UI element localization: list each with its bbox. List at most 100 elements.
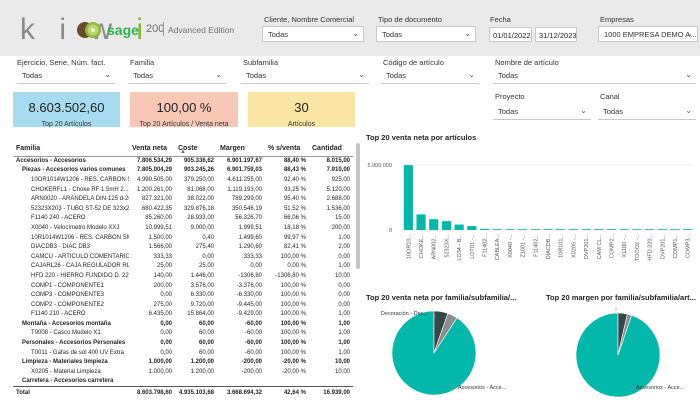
date-from-input[interactable]: 01/01/2022 [489, 27, 532, 42]
table-row[interactable]: Limpieza - Materiales limpieza 1.000,00 1.… [13, 357, 353, 367]
table-row[interactable]: F1140 210 - ACERO 6.435,00 15.864,00 -9.429… [13, 310, 353, 320]
filter-empresas-dropdown[interactable]: 1000 EMPRESA DEMO A... ⌄ [598, 26, 698, 42]
filter-tipo-dropdown[interactable]: Todas ⌄ [376, 26, 476, 42]
cell-cantidad: 1.536,00 [326, 205, 350, 212]
table-scrollbar[interactable] [356, 143, 360, 269]
table-row[interactable]: 10R1014W1206 - RES. CARBON SM... 1.500,00… [13, 233, 353, 243]
cell-venta-neta: 1.200.261,00 [136, 186, 172, 193]
bar[interactable] [543, 229, 553, 230]
table-row[interactable]: 52323X203 - TUBO ST-52 DE 323x2... 680.42… [13, 204, 353, 214]
filter-nombre-dropdown[interactable]: Todas ⌄ [493, 68, 696, 84]
filter-cliente-dropdown[interactable]: Todas ⌄ [262, 26, 364, 42]
cell-venta-neta: 85.260,00 [145, 215, 172, 222]
bar[interactable] [429, 219, 439, 230]
cell-coste [175, 377, 217, 387]
table-row[interactable]: CAJARL26 - CAJA REGULADOR RL26 25,00 25,00… [13, 262, 353, 272]
cell-familia: CAMCU - ARTICULO COMENTARIO ... [31, 253, 129, 260]
col-header-pct-venta[interactable]: % s/venta [265, 141, 309, 157]
table-row[interactable]: HFD 220 - HIERRO FUNDIDO D. 220... 140,00… [13, 271, 353, 281]
table-row[interactable]: Piezas - Accesorios varios comunes 7.805.… [13, 166, 353, 176]
cell-cantidad: 0,00 [338, 282, 350, 289]
table-row[interactable]: T0008 - Casco Modelo X1 0,00 60,00 -60,00 10… [13, 329, 353, 339]
col-header-cantidad[interactable]: Cantidad [309, 141, 353, 157]
table-row[interactable]: F1140 240 - ACERO 85.260,00 28.933,00 56.32… [13, 214, 353, 224]
pie-slice[interactable] [617, 313, 632, 356]
bar[interactable] [683, 229, 693, 230]
cell-venta-neta: 1.000,00 [148, 368, 172, 375]
bar[interactable] [454, 224, 464, 230]
table-row[interactable]: X0205 - Material Limpieza 1.000,00 1.200,0… [13, 367, 353, 377]
table-row[interactable]: X0040 - Velocímetro Modelo XXJ 10.999,51 9… [13, 223, 353, 233]
table-row[interactable]: COMP3 - COMPONENTE3 0,00 6.330,00 -6.330,00… [13, 290, 353, 300]
bar[interactable] [556, 229, 566, 230]
bar[interactable] [530, 229, 540, 230]
x-tick-label: X1100 -... [622, 234, 628, 258]
filter-ejercicio-dropdown[interactable]: Todas ⌄ [17, 68, 115, 84]
table-row[interactable]: Personales - Accesorios Personales 0,00 60… [13, 338, 353, 348]
bar[interactable] [505, 229, 515, 230]
cell-pct-venta: 88,43 % [283, 167, 306, 174]
bar[interactable] [581, 229, 591, 230]
kpi-label: Top 20 Artículos [41, 121, 92, 128]
sage-logo: sage [107, 22, 139, 38]
cell-cantidad: 1,00 [338, 330, 350, 337]
cell-margen: 1.290,60 [238, 244, 262, 251]
table-row[interactable]: 10OR1014W1206 - RES. CARBON S... 4.990.50… [13, 175, 353, 185]
bar[interactable] [606, 229, 617, 230]
table-row[interactable]: CAMCU - ARTICULO COMENTARIO ... 333,33 0,0… [13, 252, 353, 262]
table-row[interactable]: Montaña - Accesorios montaña 0,00 60,00 -60… [13, 319, 353, 329]
cell-coste: 60,00 [198, 320, 214, 327]
table-row[interactable]: DIACDB3 - DIAC DB3 1.566,00 275,40 1.290,60… [13, 242, 353, 252]
cell-margen: -60,00 [244, 330, 262, 337]
bar[interactable] [644, 229, 655, 230]
table-row[interactable]: COMP1 - COMPONENTE1 200,00 3.576,00 -3.376,… [13, 281, 353, 291]
cell-coste: 38.022,00 [187, 196, 214, 203]
cell-familia: 10OR1014W1206 - RES. CARBON S... [31, 176, 129, 183]
chevron-down-icon: ⌄ [468, 70, 475, 79]
bar[interactable] [403, 165, 413, 230]
table-row[interactable]: T0011 - Gafas de sol 400 UV Extra 0,00 60,… [13, 348, 353, 358]
cell-familia: Montaña - Accesorios montaña [22, 320, 111, 327]
table-row[interactable]: ARN0020 - ARANDELA DIN-125 d-20 827.321,0… [13, 194, 353, 204]
table-row[interactable]: Accesorios - Accesorios 7.806.534,29 905.3… [13, 156, 353, 166]
col-header-coste[interactable]: Coste [175, 141, 217, 157]
bar[interactable] [619, 229, 629, 230]
cell-venta-neta: 0,00 [160, 330, 172, 337]
cell-pct-venta: -20,00 % [281, 368, 306, 375]
logo-divider [163, 22, 164, 36]
col-header-margen[interactable]: Margen [217, 141, 265, 157]
bar[interactable] [416, 214, 426, 230]
bar[interactable] [657, 229, 667, 230]
filter-canal-dropdown[interactable]: Todas ⌄ [598, 104, 696, 120]
bar[interactable] [518, 229, 528, 230]
chevron-down-icon: ⌄ [685, 106, 692, 115]
filter-codigo-dropdown[interactable]: Todas ⌄ [381, 68, 479, 84]
kpi-label: Artículos [287, 121, 316, 128]
cell-familia: DIACDB3 - DIAC DB3 [31, 244, 91, 251]
table-row[interactable]: Carretera - Accesorios carretera [13, 377, 353, 387]
cell-venta-neta: 0,00 [160, 349, 172, 356]
bar[interactable] [594, 229, 604, 230]
cell-margen: 333,33 [243, 253, 262, 260]
cell-coste: 379.250,00 [183, 176, 214, 183]
col-header-familia[interactable]: Familia [13, 141, 129, 157]
bar[interactable] [467, 226, 477, 230]
bar[interactable] [492, 229, 502, 230]
cell-cantidad: 200,00 [331, 224, 350, 231]
cell-margen: -9.445,00 [236, 301, 262, 308]
table-row[interactable]: COMP2 - COMPONENTE2 275,00 9.720,00 -9.445,… [13, 300, 353, 310]
pie-slice[interactable] [433, 312, 458, 354]
sort-caret-icon: ▲ [180, 149, 186, 155]
filter-familia-dropdown[interactable]: Todas ⌄ [128, 68, 226, 84]
date-to-input[interactable]: 31/12/2023 [535, 27, 577, 42]
bar[interactable] [632, 229, 642, 230]
cell-coste: 9.720,00 [190, 301, 214, 308]
table-row[interactable]: CHOKERFL1 - Choke RF 1.5mH 2... 1.200.261… [13, 185, 353, 195]
filter-subfamilia-dropdown[interactable]: Todas ⌄ [241, 68, 369, 84]
col-header-venta-neta[interactable]: Venta neta [129, 141, 175, 157]
bar[interactable] [670, 229, 680, 230]
bar[interactable] [441, 221, 452, 230]
bar[interactable] [479, 228, 490, 230]
bar[interactable] [568, 229, 578, 230]
filter-proyecto-dropdown[interactable]: Todas ⌄ [493, 104, 591, 120]
